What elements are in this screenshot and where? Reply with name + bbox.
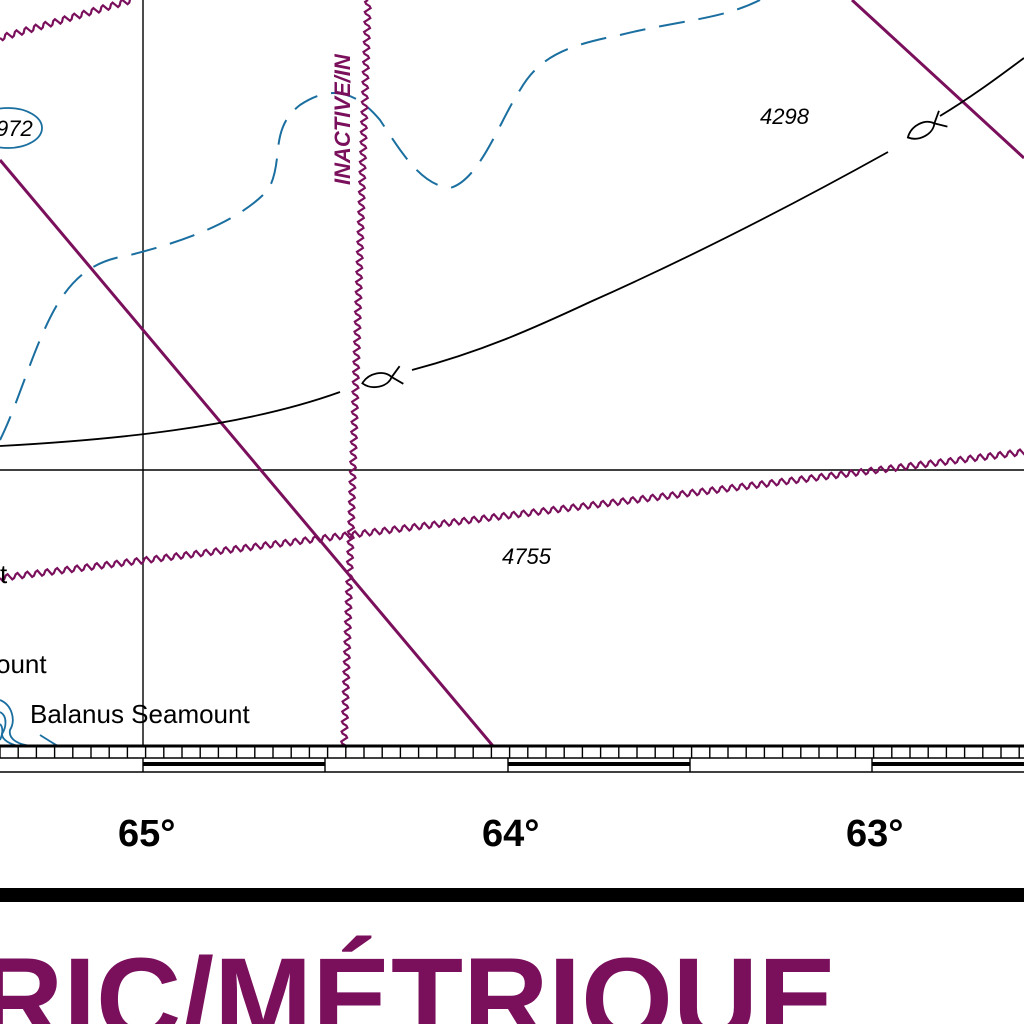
fish-icon (359, 365, 405, 394)
submarine-cable (411, 151, 889, 371)
zone-label: INACTIVE/IN (330, 53, 355, 185)
longitude-label-64: 64° (482, 813, 539, 855)
longitude-label-65: 65° (118, 813, 175, 855)
submarine-cable (939, 57, 1024, 117)
zone-boundary-diagonal (0, 0, 132, 42)
zone-boundary-horizontal (0, 448, 1024, 583)
banner-title: RIC/MÉTRIQUE (0, 934, 837, 1024)
title-separator (0, 888, 1024, 902)
zone-boundary-vertical (339, 0, 373, 749)
sounding-ellipse (0, 107, 43, 149)
boundary-line (0, 159, 495, 747)
depth-sounding-north: 4298 (760, 104, 810, 129)
seamount-label-partial: ount (0, 649, 47, 679)
depth-sounding-south: 4755 (502, 544, 552, 569)
submarine-cable (0, 391, 341, 447)
depth-sounding-top-left: 972 (0, 116, 33, 141)
chart-border (0, 744, 1024, 773)
seamount-label: Balanus Seamount (30, 699, 250, 729)
longitude-label-63: 63° (846, 813, 903, 855)
seamount-contours (0, 699, 59, 747)
feature-left-fragment: t (0, 559, 8, 589)
boundary-line (850, 0, 1024, 160)
depth-contour (0, 0, 761, 441)
